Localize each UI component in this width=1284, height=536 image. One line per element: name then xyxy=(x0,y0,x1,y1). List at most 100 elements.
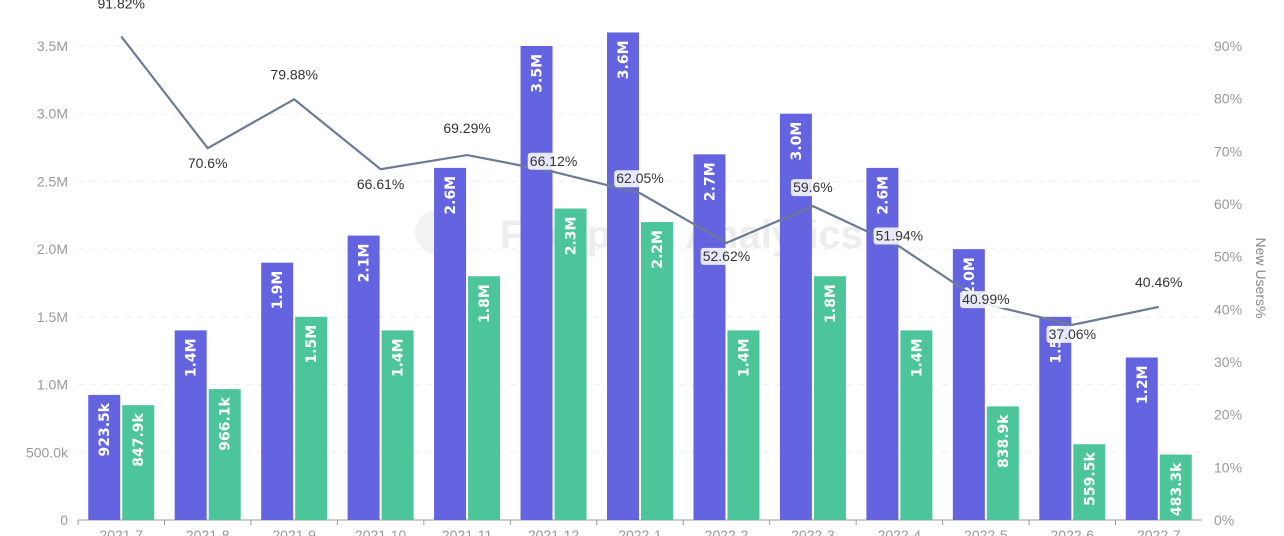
line-data-label: 62.05% xyxy=(616,170,663,186)
y-tick-label: 1.5M xyxy=(37,309,68,325)
line-label-bg xyxy=(1046,325,1099,343)
line-data-label: 66.61% xyxy=(357,176,404,192)
bar-data-label: 3.0M xyxy=(789,122,805,161)
bar xyxy=(261,262,294,520)
bar-data-label: 1.8M xyxy=(477,284,493,323)
x-tick-label: 2022-6 xyxy=(1051,527,1095,536)
line-data-label: 37.06% xyxy=(1049,326,1096,342)
bar-data-label: 3.5M xyxy=(530,54,546,93)
bar xyxy=(381,330,414,520)
y2-tick-label: 80% xyxy=(1214,91,1242,107)
line-label-bg xyxy=(268,66,320,84)
x-tick-label: 2022-7 xyxy=(1137,527,1181,536)
bar xyxy=(866,167,899,520)
y2-tick-label: 30% xyxy=(1214,354,1242,370)
bar-data-label: 559.5k xyxy=(1082,452,1098,506)
bar-data-label: 1.9M xyxy=(270,271,286,310)
line-data-label: 40.46% xyxy=(1135,274,1182,290)
y2-tick-label: 70% xyxy=(1214,143,1242,159)
bar-data-label: 2.3M xyxy=(564,217,580,256)
bar xyxy=(1125,357,1158,520)
bar xyxy=(208,389,241,520)
y2-axis-title: New Users% xyxy=(1253,238,1269,319)
x-tick-label: 2021-12 xyxy=(528,527,580,536)
bar xyxy=(174,330,207,520)
bar xyxy=(434,167,467,520)
bar-data-label: 2.7M xyxy=(702,162,718,201)
bar-data-label: 483.3k xyxy=(1169,462,1185,516)
y2-tick-label: 50% xyxy=(1214,249,1242,265)
line-series: 91.82% 70.6% 79.88% 66.61% 69.29% 66.12% 62.05… xyxy=(95,0,1185,343)
bar-data-label: 1.4M xyxy=(391,338,407,377)
y-tick-label: 3.5M xyxy=(37,38,68,54)
x-axis: 2021-7 2021-8 2021-9 2021-10 2021-11 2021-12 2… xyxy=(77,519,1202,536)
x-tick-label: 2021-7 xyxy=(99,527,143,536)
y2-tick-label: 0% xyxy=(1214,512,1234,528)
bar xyxy=(122,405,155,520)
bar xyxy=(88,394,121,520)
y2-tick-label: 90% xyxy=(1214,38,1242,54)
y-tick-label: 1.0M xyxy=(37,377,68,393)
left-axis: 0 500.0k 1.0M 1.5M 2.0M 2.5M 3.0M 3.5M xyxy=(26,38,69,528)
bar xyxy=(1159,454,1192,520)
bar-data-label: 2.1M xyxy=(357,244,373,283)
bar xyxy=(554,208,587,520)
x-tick-label: 2022-3 xyxy=(791,527,835,536)
bar xyxy=(779,113,812,520)
bar xyxy=(813,276,846,520)
line-label-bg xyxy=(441,120,493,138)
line-data-label: 79.88% xyxy=(270,66,317,82)
line-data-label: 91.82% xyxy=(97,0,144,11)
bar-data-label: 1.4M xyxy=(184,338,200,377)
y2-tick-label: 40% xyxy=(1214,301,1242,317)
line-label-bg xyxy=(1132,273,1185,291)
line-data-label: 66.12% xyxy=(530,153,577,169)
bar-data-label: 838.9k xyxy=(996,414,1012,468)
line-label-bg xyxy=(700,247,753,265)
line-label-bg xyxy=(790,179,835,197)
line-label-bg xyxy=(614,170,666,188)
bar xyxy=(641,222,673,521)
bar xyxy=(520,46,553,520)
line-label-bg xyxy=(527,152,580,170)
y-tick-label: 2.0M xyxy=(37,241,68,257)
y2-tick-label: 60% xyxy=(1214,196,1242,212)
x-tick-label: 2021-11 xyxy=(442,527,493,536)
x-tick-label: 2021-8 xyxy=(186,527,230,536)
line-label-bg xyxy=(95,0,148,13)
bar-data-label: 3.6M xyxy=(616,40,632,79)
bars-group: 923.5k 1.4M 1.9M 2.1M 2.6M 3.5M 3.6M 2.7M 3.0M 2.… xyxy=(88,32,1192,521)
y2-tick-label: 20% xyxy=(1214,407,1242,423)
bar-data-label: 1.4M xyxy=(736,338,752,377)
bar-data-label: 923.5k xyxy=(97,402,113,456)
line-data-label: 40.99% xyxy=(962,291,1009,307)
bar-data-label: 1.5M xyxy=(304,325,320,364)
right-axis: 0% 10% 20% 30% 40% 50% 60% 70% 80% 90% New Users% xyxy=(1214,38,1269,528)
bar-data-label: 966.1k xyxy=(218,396,234,450)
bar xyxy=(607,32,639,520)
line-data-label: 69.29% xyxy=(443,120,490,136)
bar-data-label: 2.2M xyxy=(650,230,666,269)
bar xyxy=(295,316,328,520)
x-tick-label: 2022-2 xyxy=(705,527,749,536)
line-data-label: 70.6% xyxy=(188,155,228,171)
bar xyxy=(347,235,380,520)
x-tick-label: 2022-1 xyxy=(618,527,662,536)
line-data-label: 52.62% xyxy=(703,248,750,264)
line-label-bg xyxy=(185,155,230,173)
bar-data-label: 1.2M xyxy=(1135,365,1151,404)
line-data-label: 59.6% xyxy=(793,179,833,195)
bar xyxy=(900,330,933,520)
x-tick-label: 2021-9 xyxy=(272,527,316,536)
bar xyxy=(1073,444,1106,520)
bar-data-label: 2.6M xyxy=(875,176,891,215)
line-label-bg xyxy=(354,176,407,194)
bar-data-label: 2.0M xyxy=(962,257,978,296)
bar-data-label: 847.9k xyxy=(131,412,147,466)
bar xyxy=(1039,316,1072,520)
y2-tick-label: 10% xyxy=(1214,459,1242,475)
x-tick-label: 2022-5 xyxy=(964,527,1008,536)
bar xyxy=(986,406,1019,520)
bar xyxy=(468,276,501,520)
